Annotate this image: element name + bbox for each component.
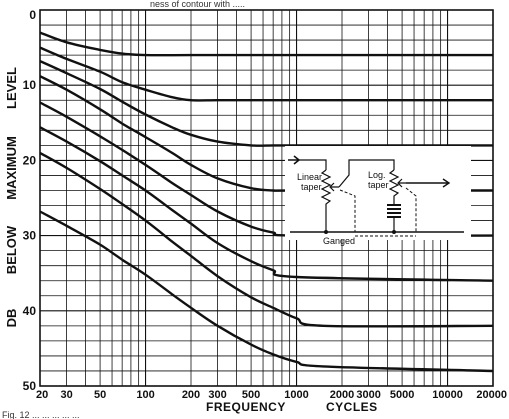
series-curve-7 xyxy=(39,151,494,328)
chart-curves xyxy=(39,31,494,373)
caption-text: Fig. 12 ... ... ... ... ... xyxy=(2,410,80,419)
log-taper-label-2: taper xyxy=(368,180,389,190)
series-curve-3 xyxy=(39,60,493,147)
x-tick-label: 200 xyxy=(182,389,200,401)
linear-wiper-arrow xyxy=(329,182,339,192)
ground-node-left xyxy=(324,230,328,234)
x-tick-label: 30 xyxy=(60,389,72,401)
x-tick-label: 50 xyxy=(94,389,106,401)
gang-link-right xyxy=(405,187,417,232)
link-wire xyxy=(338,159,395,188)
y-axis-label-db: DB xyxy=(4,309,19,328)
x-axis-label-cycles: CYCLES xyxy=(326,400,378,414)
ganged-label: Ganged xyxy=(323,236,355,246)
x-tick-label: 20 xyxy=(36,389,48,401)
y-axis-label-level: LEVEL xyxy=(4,67,19,109)
x-tick-label: 1000 xyxy=(284,389,308,401)
y-tick-label: 40 xyxy=(23,304,37,318)
log-pot-resistor xyxy=(388,169,400,204)
series-curve-2 xyxy=(39,46,493,102)
output-wire xyxy=(406,178,451,188)
linear-pot-resistor xyxy=(320,169,332,232)
x-tick-label: 300 xyxy=(208,389,226,401)
header-text: ness of contour with ..... xyxy=(150,0,245,9)
series-curve-4 xyxy=(39,75,493,192)
x-tick-label: 20000 xyxy=(476,389,507,401)
x-axis-label-frequency: FREQUENCY xyxy=(206,400,286,414)
y-tick-label: 50 xyxy=(23,379,37,393)
series-curve-6 xyxy=(39,126,494,282)
input-wire xyxy=(299,159,327,170)
series-curve-5 xyxy=(39,101,494,238)
x-tick-label: 2000 xyxy=(330,389,354,401)
x-tick-label: 10000 xyxy=(432,389,463,401)
y-tick-label: 30 xyxy=(23,229,37,243)
y-tick-label: 10 xyxy=(23,78,37,92)
y-axis-label-maximum: MAXIMUM xyxy=(4,136,19,200)
x-tick-label: 5000 xyxy=(390,389,414,401)
y-tick-label: 0 xyxy=(29,8,36,22)
series-curve-8 xyxy=(39,210,494,373)
plot-frame xyxy=(39,9,494,387)
x-tick-label: 3000 xyxy=(356,389,380,401)
ground-node-right xyxy=(392,230,396,234)
x-tick-label: 500 xyxy=(242,389,260,401)
gang-link-left xyxy=(339,189,356,232)
capacitor xyxy=(387,204,401,218)
series-curve-1 xyxy=(39,31,493,57)
y-axis-label-below: BELOW xyxy=(4,225,19,274)
inset-background xyxy=(285,146,471,240)
inset-schematic: Linear taper Log. taper Ganged xyxy=(285,146,471,246)
y-tick-labels: 0 10 20 30 40 50 xyxy=(23,8,37,393)
linear-taper-label-2: taper xyxy=(301,182,322,192)
x-tick-label: 100 xyxy=(136,389,154,401)
y-tick-label: 20 xyxy=(23,153,37,167)
x-tick-labels: 20 30 50 100 200 300 500 1000 2000 3000 5000 10000 2… xyxy=(36,389,507,401)
linear-taper-label: Linear xyxy=(297,172,322,182)
log-wiper-arrow xyxy=(397,178,406,188)
log-taper-label: Log. xyxy=(368,170,386,180)
